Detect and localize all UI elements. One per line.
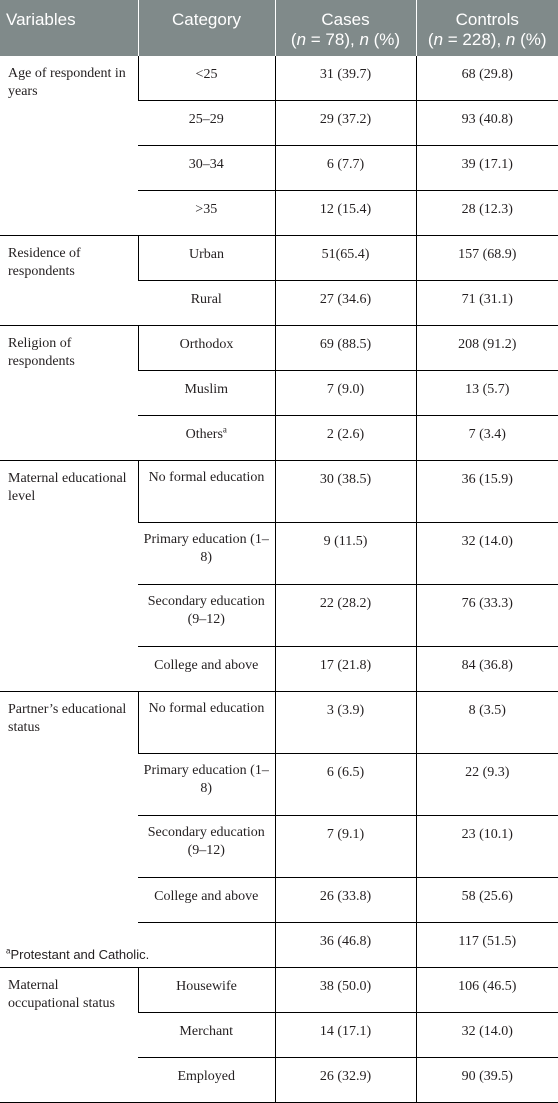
controls-cell: 157 (68.9) [415,235,558,281]
category-cell: Othersa [138,415,275,461]
controls-cell: 7 (3.4) [415,415,558,461]
table-row: Othersa 2 (2.6) 7 (3.4) [0,415,558,461]
cases-cell: 14 (17.1) [274,1012,416,1058]
cases-cell: 30 (38.5) [274,460,416,523]
controls-cell: 76 (33.3) [415,584,558,647]
table-row: Maternal educational level No formal educ… [0,460,558,692]
controls-cell: 39 (17.1) [415,145,558,191]
variable-cell: Religion of respondents [0,325,138,461]
controls-cell: 93 (40.8) [415,100,558,146]
category-cell: >35 [138,190,275,236]
category-cell: Merchant [138,1012,275,1058]
cases-cell: 2 (2.6) [274,415,416,461]
variable-cell: Maternal educational level [0,460,138,692]
category-cell: 30–34 [138,145,275,191]
cases-cell: 17 (21.8) [274,646,416,692]
cases-cell: 12 (15.4) [274,190,416,236]
table-row: Muslim 7 (9.0) 13 (5.7) [0,370,558,416]
category-cell: College and above [138,646,275,692]
cases-cell: 26 (32.9) [274,1057,416,1103]
cases-cell: 27 (34.6) [274,280,416,326]
table-row: 36 (46.8) 117 (51.5) [0,922,558,968]
cases-cell: 6 (6.5) [274,753,416,816]
category-cell: Employed [138,1057,275,1103]
cases-cell: 29 (37.2) [274,100,416,146]
controls-cell: 36 (15.9) [415,460,558,523]
table-row: Partner’s educational status No formal ed… [0,691,558,968]
category-cell: Secondary education (9–12) [138,584,275,647]
category-cell [138,922,275,968]
cases-cell: 26 (33.8) [274,877,416,923]
table-row: Primary education (1–8) 6 (6.5) 22 (9.3) [0,753,558,816]
cases-cell: 7 (9.1) [274,815,416,878]
cases-cell: 31 (39.7) [274,56,416,101]
controls-cell: 90 (39.5) [415,1057,558,1103]
controls-cell: 13 (5.7) [415,370,558,416]
cases-cell: 38 (50.0) [274,967,416,1013]
controls-cell: 32 (14.0) [415,522,558,585]
category-cell: Muslim [138,370,275,416]
table-row: 25–29 29 (37.2) 93 (40.8) [0,100,558,146]
category-cell: No formal education [137,691,275,754]
header-row: Variables Category Cases (n = 78), n (%)… [0,0,558,56]
controls-cell: 23 (10.1) [415,815,558,878]
category-cell: 25–29 [138,100,275,146]
cases-cell: 36 (46.8) [274,922,416,968]
category-cell: Housewife [137,967,275,1013]
category-cell: Primary education (1–8) [138,522,275,585]
table-row: Secondary education (9–12) 22 (28.2) 76 (3… [0,584,558,647]
table-row: College and above 26 (33.8) 58 (25.6) [0,877,558,923]
category-cell: College and above [138,877,275,923]
cases-cell: 69 (88.5) [274,325,416,371]
controls-cell: 71 (31.1) [415,280,558,326]
table-row: 30–34 6 (7.7) 39 (17.1) [0,145,558,191]
controls-cell: 28 (12.3) [415,190,558,236]
table-row: Rural 27 (34.6) 71 (31.1) [0,280,558,326]
table-row: >35 12 (15.4) 28 (12.3) [0,190,558,236]
cases-cell: 51(65.4) [274,235,416,281]
controls-cell: 58 (25.6) [415,877,558,923]
table-row: Religion of respondents Orthodox 69 (88.5)… [0,325,558,461]
category-cell: <25 [137,56,275,101]
table-row: Secondary education (9–12) 7 (9.1) 23 (10.… [0,815,558,878]
controls-cell: 208 (91.2) [415,325,558,371]
table-row: Maternal occupational status Housewife 38 … [0,967,558,1103]
header-controls-title: Controls [455,10,519,29]
controls-cell: 68 (29.8) [415,56,558,101]
header-controls: Controls (n = 228), n (%) [415,0,558,56]
controls-cell: 84 (36.8) [415,646,558,692]
variable-cell: Age of respondent in years [0,56,138,236]
table-row: Residence of respondents Urban 51(65.4) 157… [0,235,558,326]
table-row: Primary education (1–8) 9 (11.5) 32 (14.0) [0,522,558,585]
cases-cell: 3 (3.9) [274,691,416,754]
category-cell: Urban [137,235,275,281]
controls-cell: 32 (14.0) [415,1012,558,1058]
controls-cell: 106 (46.5) [415,967,558,1013]
variable-cell: Residence of respondents [0,235,138,326]
header-variables: Variables [0,0,138,56]
table-footnote: aProtestant and Catholic. [6,946,150,962]
header-cases-title: Cases [321,10,370,29]
category-cell: No formal education [137,460,275,523]
cases-cell: 9 (11.5) [274,522,416,585]
cases-cell: 6 (7.7) [274,145,416,191]
cases-cell: 22 (28.2) [274,584,416,647]
controls-cell: 117 (51.5) [415,922,558,968]
controls-cell: 8 (3.5) [415,691,558,754]
category-cell: Secondary education (9–12) [138,815,275,878]
table-row: College and above 17 (21.8) 84 (36.8) [0,646,558,692]
header-category: Category [137,0,275,56]
controls-cell: 22 (9.3) [415,753,558,816]
category-cell: Rural [138,280,275,326]
table-row: Age of respondent in years <25 31 (39.7) 68… [0,56,558,236]
cases-cell: 7 (9.0) [274,370,416,416]
category-cell: Primary education (1–8) [138,753,275,816]
header-cases: Cases (n = 78), n (%) [274,0,416,56]
variable-cell: Maternal occupational status [0,967,138,1103]
variable-cell: Partner’s educational status [0,691,138,968]
category-cell: Orthodox [137,325,275,371]
